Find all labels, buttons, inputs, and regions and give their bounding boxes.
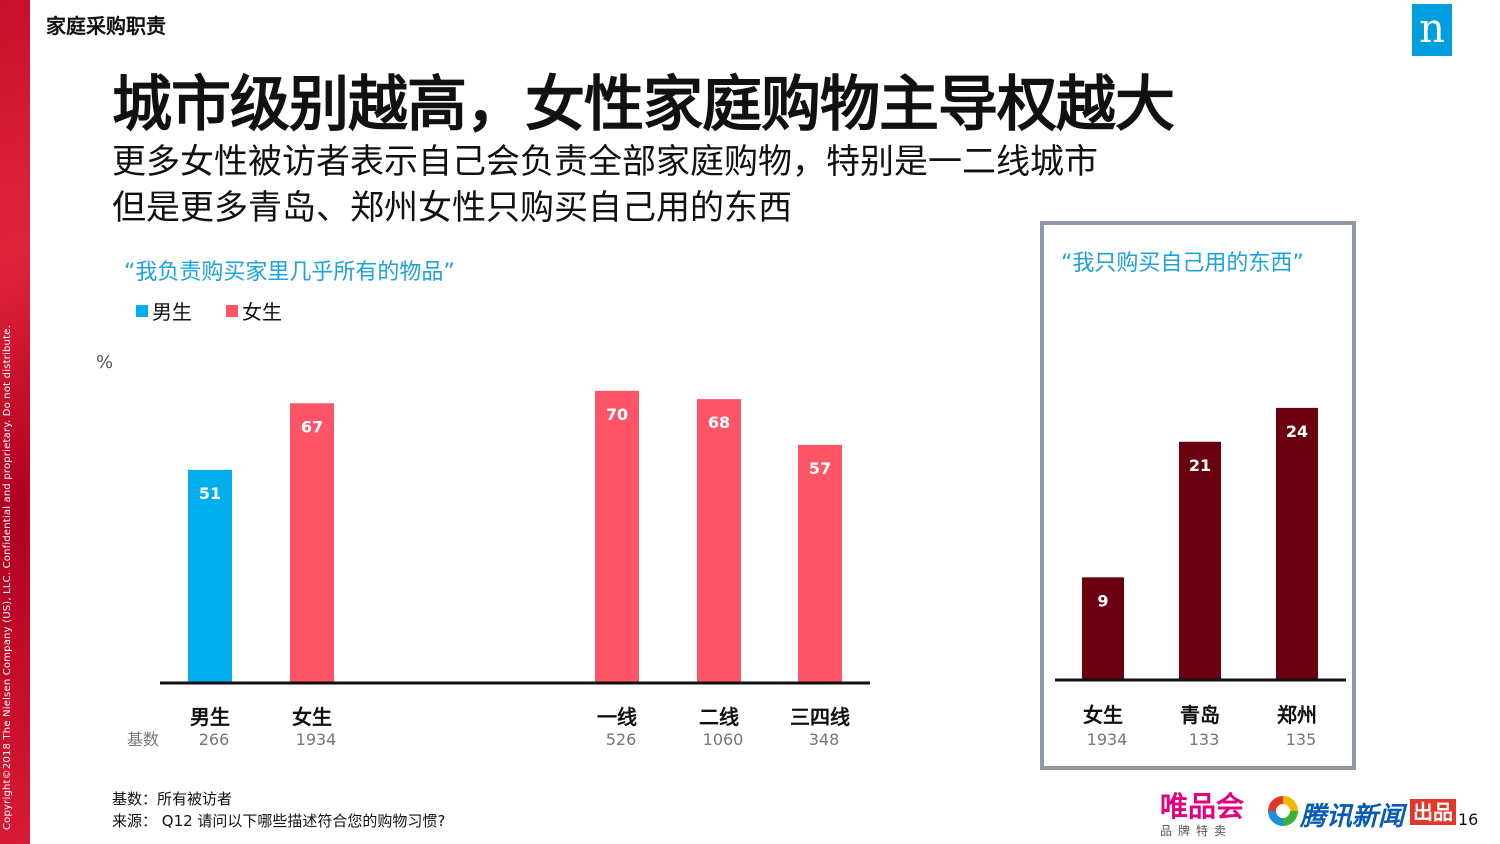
chart1-data-label-0: 51 [199,484,221,503]
chart1-bar-1 [290,403,334,682]
chart1-title: “我负责购买家里几乎所有的物品” [124,260,455,285]
chart1-category-label-0: 男生 [190,705,230,729]
chart1-bar-4 [798,444,842,682]
page-title: 城市级别越高，女性家庭购物主导权越大 [112,70,1175,140]
legend-swatch-female [226,304,238,317]
chart1-data-label-2: 70 [606,405,628,424]
chart1-data-label-1: 67 [301,417,323,436]
tencent-news-icon [1268,796,1298,826]
chart1-base-value-2: 526 [606,730,637,749]
chart1-data-label-3: 68 [708,413,730,432]
section-label: 家庭采购职责 [46,14,166,38]
source-note: 来源： Q12 请问以下哪些描述符合您的购物习惯? [112,812,446,830]
chart1-base-label: 基数 [127,730,159,749]
chart1-bar-2 [595,390,639,682]
y-unit-label: % [96,352,114,373]
side-decoration-bar [0,0,30,844]
chart2-panel: “我只购买自己用的东西” [1040,221,1356,770]
subtitle-line-2: 但是更多青岛、郑州女性只购买自己用的东西 [112,188,792,228]
legend-swatch-male [136,304,148,317]
base-note: 基数：所有被访者 [112,790,233,808]
chart1-base-value-3: 1060 [703,730,744,749]
chart1-category-label-2: 一线 [597,705,637,729]
chart1-category-label-4: 三四线 [790,705,850,729]
tencent-news-logo: 腾讯新闻 [1300,802,1405,832]
chart1-base-value-1: 1934 [296,730,337,749]
copyright-text: Copyright©2018 The Nielsen Company (US),… [2,325,13,830]
chart1-base-value-4: 348 [809,730,840,749]
tencent-badge: 出品 [1410,799,1456,825]
vip-tagline: 品牌特卖 [1160,824,1233,838]
legend-item-male: 男生 [136,296,192,325]
chart1-base-value-0: 266 [199,730,230,749]
nielsen-logo-icon: n [1412,4,1452,56]
chart2-title: “我只购买自己用的东西” [1061,251,1304,276]
chart1-category-label-3: 二线 [699,705,739,729]
chart1-bar-3 [697,399,741,682]
chart1-bar-0 [188,469,232,682]
vip-logo: 唯品会 [1160,790,1245,823]
chart1-data-label-4: 57 [809,459,831,478]
legend-label-male: 男生 [152,300,192,324]
page-number: 16 [1458,810,1479,829]
legend-label-female: 女生 [242,300,282,324]
subtitle-line-1: 更多女性被访者表示自己会负责全部家庭购物，特别是一二线城市 [112,142,1098,182]
legend-item-female: 女生 [226,296,282,325]
chart1-category-label-1: 女生 [292,705,332,729]
